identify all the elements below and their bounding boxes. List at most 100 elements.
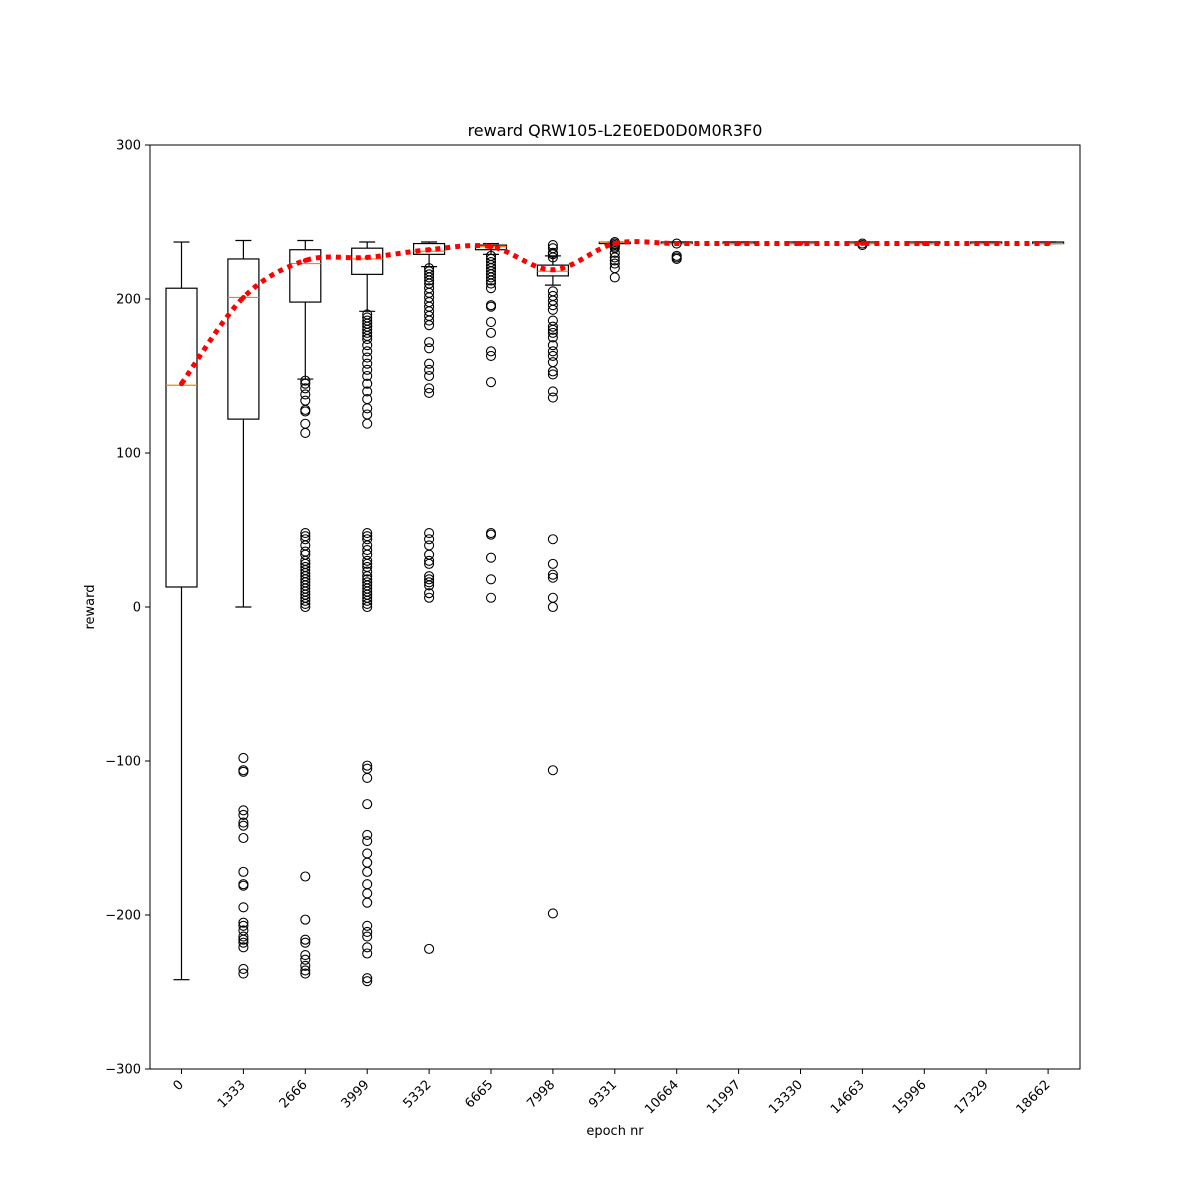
outlier-point	[424, 358, 435, 369]
box-group-3999	[351, 241, 384, 987]
outlier-point	[300, 954, 311, 965]
y-tick-label: 0	[133, 601, 141, 616]
outlier-point	[362, 942, 373, 953]
outlier-point	[238, 937, 249, 948]
outlier-point	[485, 592, 497, 603]
outlier-point	[609, 255, 620, 266]
outlier-point	[362, 829, 373, 840]
outlier-point	[362, 386, 373, 397]
outlier-point	[424, 364, 435, 375]
outlier-point	[609, 272, 620, 283]
outlier-point	[485, 377, 497, 388]
outlier-point	[547, 350, 558, 362]
outlier-point	[362, 772, 373, 783]
y-tick-label: −200	[105, 909, 141, 924]
outlier-point	[547, 392, 558, 403]
outlier-point	[424, 275, 435, 286]
outlier-point	[362, 327, 373, 338]
outlier-point	[485, 275, 497, 286]
outlier-point	[547, 332, 558, 343]
outlier-point	[362, 566, 373, 577]
outlier-point	[547, 765, 558, 776]
outlier-point	[485, 346, 497, 357]
outlier-point	[485, 529, 497, 540]
outlier-point	[362, 555, 373, 566]
mean-point	[736, 241, 742, 247]
outlier-point	[362, 418, 373, 429]
box	[289, 249, 322, 303]
outlier-point	[424, 574, 435, 585]
outlier-point	[362, 866, 373, 877]
outlier-point	[300, 389, 311, 400]
outlier-point	[238, 934, 249, 945]
outlier-point	[362, 897, 373, 908]
outlier-point	[424, 370, 435, 382]
box-group-7998	[536, 240, 570, 919]
outlier-point	[300, 406, 311, 417]
outlier-point	[547, 569, 558, 580]
outlier-point	[300, 595, 311, 606]
outlier-point	[485, 272, 497, 283]
outlier-point	[238, 963, 249, 974]
outlier-point	[238, 902, 249, 913]
outlier-point	[362, 948, 373, 959]
outlier-point	[424, 592, 435, 603]
outlier-point	[547, 908, 558, 919]
outlier-point	[238, 880, 249, 891]
outlier-point	[300, 528, 311, 539]
outlier-point	[238, 920, 249, 931]
outlier-point	[547, 304, 558, 315]
outlier-point	[362, 558, 373, 569]
outlier-point	[547, 327, 558, 338]
mean-point	[612, 241, 618, 247]
outlier-point	[362, 346, 373, 357]
box	[351, 247, 384, 275]
outlier-point	[424, 555, 435, 566]
outlier-point	[300, 965, 311, 976]
outlier-point	[424, 588, 435, 599]
outlier-point	[238, 820, 249, 831]
outlier-point	[424, 343, 435, 354]
outlier-point	[547, 300, 558, 311]
box-group-2666	[289, 239, 322, 979]
outlier-point	[547, 572, 558, 583]
outlier-point	[300, 960, 311, 971]
outlier-point	[362, 528, 373, 539]
mean-point	[674, 241, 680, 247]
outlier-point	[362, 926, 373, 937]
outlier-point	[362, 931, 373, 942]
y-tick-label: 100	[116, 447, 141, 462]
mean-point	[364, 254, 370, 260]
outlier-point	[300, 914, 311, 925]
outlier-point	[547, 252, 558, 263]
outlier-point	[424, 383, 435, 394]
outlier-point	[547, 558, 558, 569]
y-axis-title: reward	[83, 584, 98, 629]
outlier-point	[300, 598, 311, 609]
outlier-point	[547, 601, 558, 613]
outlier-point	[424, 534, 435, 545]
outlier-point	[238, 752, 249, 763]
outlier-point	[238, 866, 249, 877]
outlier-point	[424, 943, 435, 954]
outlier-point	[300, 934, 311, 945]
outlier-point	[300, 601, 311, 613]
outlier-point	[362, 799, 373, 810]
x-axis-title: epoch nr	[586, 1124, 644, 1139]
box-group-1333	[227, 239, 260, 979]
outlier-point	[362, 378, 373, 389]
box	[536, 264, 570, 277]
mean-point	[550, 267, 556, 273]
outlier-point	[362, 403, 373, 414]
outlier-point	[238, 809, 249, 820]
mean-point	[240, 294, 246, 300]
outlier-point	[362, 358, 373, 369]
outlier-point	[485, 350, 497, 362]
outlier-point	[362, 534, 373, 545]
outlier-point	[485, 552, 497, 563]
outlier-point	[300, 949, 311, 961]
outlier-point	[362, 544, 373, 556]
outlier-point	[238, 931, 249, 942]
outlier-point	[547, 534, 558, 545]
